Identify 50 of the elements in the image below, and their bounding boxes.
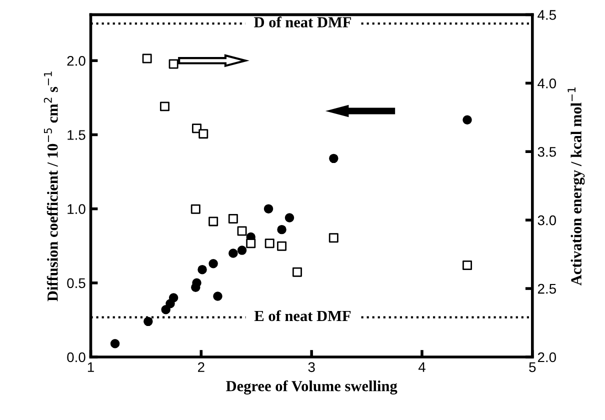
y2-tick-label: 3.0 xyxy=(538,215,556,226)
point xyxy=(160,102,170,112)
point xyxy=(192,278,202,288)
y-tick-label: 2.0 xyxy=(67,56,86,66)
point xyxy=(228,214,238,224)
point xyxy=(208,216,218,226)
ref-line-label: E of neat DMF xyxy=(254,310,351,322)
point xyxy=(277,241,287,251)
ref-line-label: D of neat DMF xyxy=(254,16,352,28)
y2-tick-label: 2.0 xyxy=(538,352,556,362)
point xyxy=(237,246,247,255)
y2-tick-label: 4.5 xyxy=(538,10,556,20)
y2-tick-label: 3.5 xyxy=(538,146,556,157)
point xyxy=(213,292,222,301)
y2-tick-label: 2.5 xyxy=(538,284,556,294)
x-tick-label: 5 xyxy=(529,362,536,372)
point xyxy=(237,226,247,236)
point xyxy=(190,204,200,214)
point xyxy=(110,339,120,348)
point xyxy=(168,293,178,302)
x-tick-label: 2 xyxy=(198,362,204,372)
point xyxy=(198,129,208,139)
x-tick-label: 3 xyxy=(308,362,315,372)
point xyxy=(198,264,207,274)
point xyxy=(292,267,302,277)
y-tick-label: 0.0 xyxy=(67,352,86,362)
y-tick-label: 0.5 xyxy=(67,278,86,288)
x-tick-label: 4 xyxy=(418,362,426,372)
point xyxy=(264,238,274,248)
point xyxy=(228,248,238,258)
point xyxy=(144,316,153,326)
point xyxy=(277,224,286,234)
point xyxy=(168,59,178,69)
point xyxy=(329,154,338,164)
y-axis-title: Diffusion coefficient / 10$^{−5}$ cm$^{2}$ s$^{−1}$ xyxy=(44,72,58,302)
y-tick-label: 1.5 xyxy=(68,130,86,140)
point xyxy=(142,54,152,64)
point xyxy=(264,204,274,214)
x-axis-title: Degree of Volume swelling xyxy=(226,380,398,394)
point xyxy=(328,233,338,243)
point xyxy=(462,260,472,270)
point xyxy=(161,304,170,314)
y2-axis-title: Activation energy / kcal mol$^{−1}$ xyxy=(568,87,585,286)
point xyxy=(462,115,472,125)
point xyxy=(284,213,294,222)
y-tick-label: 1.0 xyxy=(68,204,86,214)
point xyxy=(246,238,256,248)
y2-tick-label: 4.0 xyxy=(538,78,556,88)
point xyxy=(208,259,218,268)
x-tick-label: 1 xyxy=(88,362,94,372)
